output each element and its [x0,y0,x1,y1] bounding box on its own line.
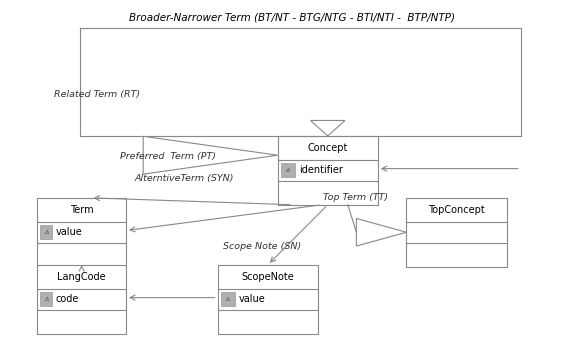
Polygon shape [311,120,345,136]
Bar [281,164,295,177]
Bar [40,225,53,239]
Text: Broader-Narrower Term (BT/NT - BTG/NTG - BTI/NTI -  BTP/NTP): Broader-Narrower Term (BT/NT - BTG/NTG -… [129,12,455,22]
Bar [37,265,126,334]
Text: Δ: Δ [225,297,230,302]
Text: LangCode: LangCode [57,272,106,282]
Text: code: code [56,294,79,304]
Text: value: value [56,227,83,237]
Bar [218,265,318,334]
Text: Top Term (TT): Top Term (TT) [324,193,388,203]
Polygon shape [356,218,406,246]
Text: ScopeNote: ScopeNote [241,272,294,282]
Bar [406,198,506,267]
Text: Scope Note (SN): Scope Note (SN) [223,241,301,251]
Text: Δ: Δ [286,168,290,173]
Bar [277,136,378,205]
Text: Preferred  Term (PT): Preferred Term (PT) [120,152,216,161]
Text: TopConcept: TopConcept [428,205,485,215]
Text: AlterntiveTerm (SYN): AlterntiveTerm (SYN) [134,174,234,184]
Bar [37,198,126,267]
Bar [221,292,235,306]
Text: Δ: Δ [44,230,48,235]
Text: Related Term (RT): Related Term (RT) [54,90,141,99]
Text: Δ: Δ [44,297,48,302]
Text: value: value [239,294,265,304]
Text: Concept: Concept [308,143,348,153]
Text: Term: Term [70,205,93,215]
Text: identifier: identifier [299,165,343,176]
Polygon shape [143,136,277,174]
Bar [40,292,53,306]
